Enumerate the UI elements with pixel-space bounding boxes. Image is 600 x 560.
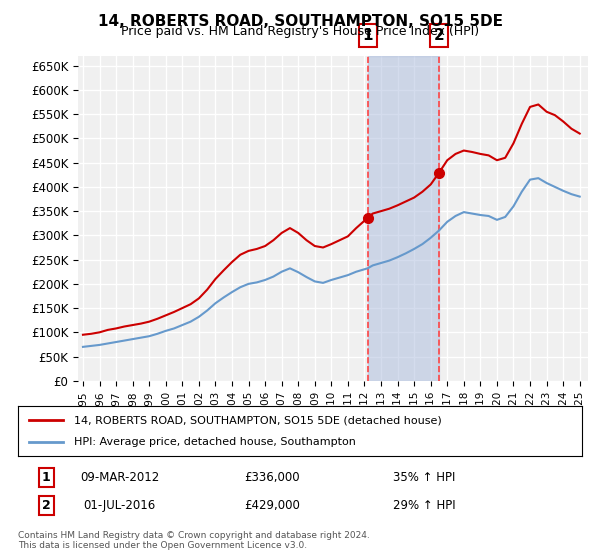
Text: £336,000: £336,000 [244,471,299,484]
Bar [368,56,439,381]
Text: 1: 1 [362,28,373,43]
Text: £429,000: £429,000 [244,499,300,512]
Text: 29% ↑ HPI: 29% ↑ HPI [393,499,455,512]
Text: 14, ROBERTS ROAD, SOUTHAMPTON, SO15 5DE (detached house): 14, ROBERTS ROAD, SOUTHAMPTON, SO15 5DE … [74,415,442,425]
Text: 09-MAR-2012: 09-MAR-2012 [80,471,159,484]
Text: 2: 2 [42,499,50,512]
Text: 14, ROBERTS ROAD, SOUTHAMPTON, SO15 5DE: 14, ROBERTS ROAD, SOUTHAMPTON, SO15 5DE [97,14,503,29]
Text: 01-JUL-2016: 01-JUL-2016 [83,499,155,512]
Text: Price paid vs. HM Land Registry's House Price Index (HPI): Price paid vs. HM Land Registry's House … [121,25,479,38]
Text: 35% ↑ HPI: 35% ↑ HPI [393,471,455,484]
Text: HPI: Average price, detached house, Southampton: HPI: Average price, detached house, Sout… [74,437,356,447]
Text: 1: 1 [42,471,50,484]
Text: Contains HM Land Registry data © Crown copyright and database right 2024.
This d: Contains HM Land Registry data © Crown c… [18,531,370,550]
Text: 2: 2 [434,28,445,43]
